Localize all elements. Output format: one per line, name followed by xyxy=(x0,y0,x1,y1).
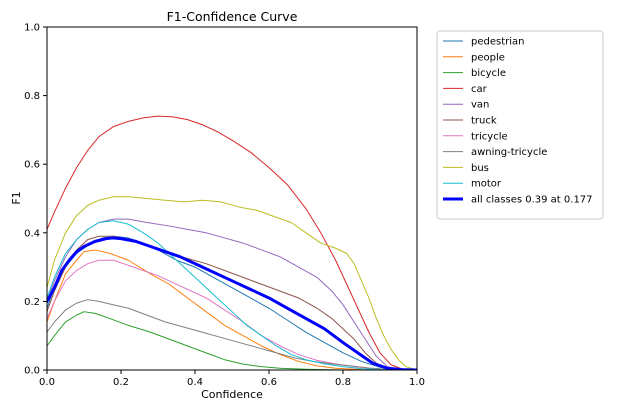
axes-layer: 0.0 0.2 0.4 0.6 0.8 1.0 0.0 0.2 0.4 0.6 0.8 1.0 xyxy=(24,23,425,389)
legend-label: bus xyxy=(471,163,489,174)
series-line-all xyxy=(47,236,417,370)
legend: pedestrian people bicycle car van truck tricyc… xyxy=(436,30,604,220)
x-tick-label: 0.4 xyxy=(187,377,203,388)
legend-box xyxy=(436,30,604,220)
legend-label: truck xyxy=(471,116,497,127)
legend-label: all classes 0.39 at 0.177 xyxy=(471,195,593,206)
y-tick-label: 0.0 xyxy=(24,366,40,377)
series-line-van xyxy=(47,218,417,370)
legend-label: pedestrian xyxy=(471,37,525,48)
y-tick-label: 1.0 xyxy=(24,23,40,34)
plot-frame xyxy=(46,26,418,371)
legend-label: awning-tricycle xyxy=(471,147,547,158)
x-tick-label: 0.0 xyxy=(39,377,55,388)
x-tick-label: 0.6 xyxy=(261,377,277,388)
series-line-pedestrian xyxy=(47,235,417,370)
legend-label: car xyxy=(471,84,488,95)
legend-label: tricycle xyxy=(471,131,508,142)
x-tick-label: 0.2 xyxy=(113,377,129,388)
series-line-car xyxy=(47,115,417,370)
series-line-bus xyxy=(47,196,417,370)
series-layer xyxy=(47,115,417,370)
series-line-people xyxy=(47,249,417,370)
y-tick-label: 0.8 xyxy=(24,91,40,102)
legend-label: people xyxy=(471,52,505,63)
series-line-motor xyxy=(47,220,417,370)
x-tick-label: 0.8 xyxy=(335,377,351,388)
x-tick-label: 1.0 xyxy=(409,377,425,388)
chart-title: F1-Confidence Curve xyxy=(167,9,298,24)
legend-label: van xyxy=(471,100,489,111)
series-line-awning-tricycle xyxy=(47,299,417,370)
y-tick-label: 0.2 xyxy=(24,297,40,308)
x-axis-label: Confidence xyxy=(201,388,263,401)
series-line-bicycle xyxy=(47,311,417,370)
legend-label: motor xyxy=(471,179,502,190)
y-tick-label: 0.4 xyxy=(24,228,40,239)
legend-label: bicycle xyxy=(471,68,506,79)
y-axis-label: F1 xyxy=(10,191,23,204)
series-line-truck xyxy=(47,235,417,370)
y-tick-label: 0.6 xyxy=(24,160,40,171)
